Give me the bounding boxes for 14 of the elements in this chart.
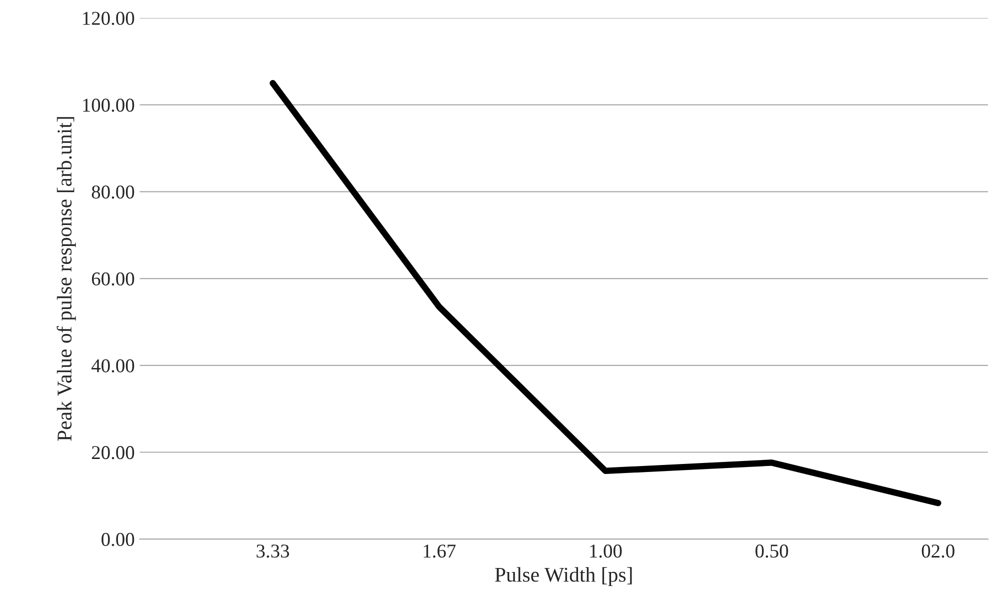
y-tick-label: 120.00 — [83, 12, 134, 25]
y-tick-label: 100.00 — [83, 98, 134, 112]
x-tick-label: 3.33 — [256, 544, 290, 558]
x-tick-label: 1.00 — [590, 544, 622, 558]
y-axis-title: Peak Value of pulse response [arb.unit] — [56, 117, 76, 441]
y-tick-label: 40.00 — [91, 359, 134, 372]
y-tick-label: 20.00 — [92, 446, 134, 460]
y-tick-label: 60.00 — [92, 272, 134, 286]
x-tick-label: 1.67 — [424, 544, 456, 558]
x-tick-label: 02.0 — [922, 544, 954, 558]
y-tick-label: 0.00 — [102, 532, 134, 546]
y-tick-label: 80.00 — [92, 185, 134, 199]
x-tick-label: 0.50 — [756, 544, 788, 558]
x-axis-title: Pulse Width [ps] — [495, 567, 632, 586]
